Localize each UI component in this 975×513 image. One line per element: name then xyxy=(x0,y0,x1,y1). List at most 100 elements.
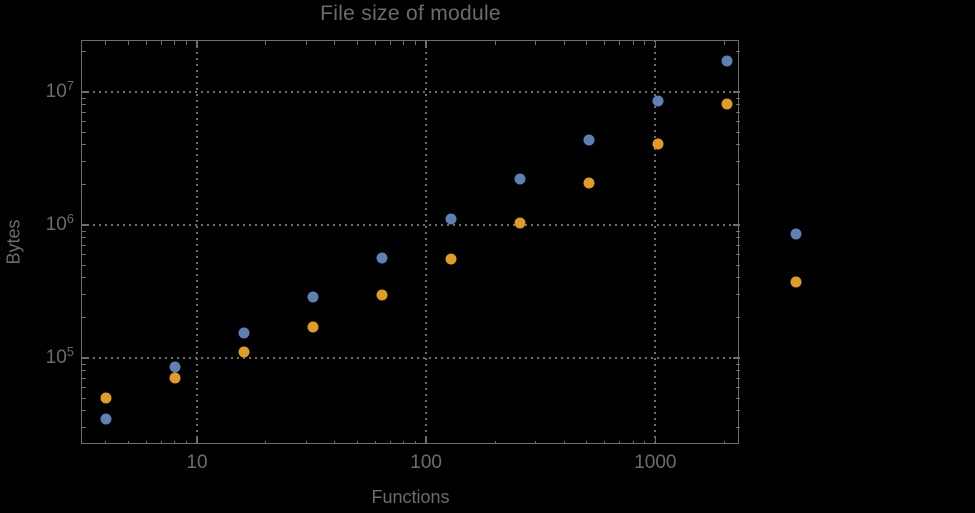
x-tick-label: 1000 xyxy=(634,452,677,473)
axis-tick xyxy=(535,440,536,444)
axis-tick xyxy=(127,440,129,444)
axis-tick xyxy=(585,41,587,45)
axis-tick xyxy=(161,41,162,45)
axis-tick xyxy=(723,440,725,444)
data-point-blue xyxy=(169,361,181,373)
axis-tick xyxy=(82,254,86,255)
y-tick-label: 106 xyxy=(45,210,74,236)
axis-tick xyxy=(145,440,147,444)
axis-tick xyxy=(603,41,605,45)
data-point-blue xyxy=(583,134,595,146)
plot-frame xyxy=(81,40,739,444)
axis-tick xyxy=(82,144,86,146)
axis-tick xyxy=(425,41,427,48)
axis-tick xyxy=(654,41,657,48)
axis-tick xyxy=(644,41,646,45)
data-point-orange xyxy=(445,253,457,265)
data-point-orange xyxy=(238,346,250,358)
axis-tick xyxy=(736,104,740,106)
x-tick-label: 100 xyxy=(410,452,442,473)
axis-tick xyxy=(265,440,267,444)
gridline-horizontal xyxy=(81,91,740,93)
axis-tick xyxy=(736,161,740,163)
axis-tick xyxy=(585,440,587,444)
data-point-orange xyxy=(100,392,112,404)
x-axis-label: Functions xyxy=(371,487,450,507)
axis-tick xyxy=(356,440,358,444)
axis-tick xyxy=(736,363,740,365)
data-point-blue xyxy=(652,95,664,107)
axis-tick xyxy=(736,230,740,232)
axis-tick xyxy=(632,41,634,45)
axis-tick xyxy=(403,41,405,45)
data-point-orange xyxy=(721,98,733,110)
y-tick-label: 107 xyxy=(45,77,74,103)
axis-tick xyxy=(736,245,740,247)
axis-tick xyxy=(105,440,107,444)
axis-tick xyxy=(736,410,740,412)
axis-tick xyxy=(619,41,621,45)
data-point-blue xyxy=(445,213,457,225)
chart-title: File size of module xyxy=(320,2,501,25)
axis-tick xyxy=(82,294,86,296)
axis-tick xyxy=(186,440,187,444)
axis-tick xyxy=(334,41,336,45)
axis-tick xyxy=(723,41,725,45)
axis-tick xyxy=(736,294,740,296)
axis-tick xyxy=(374,440,376,444)
axis-tick xyxy=(174,440,176,444)
axis-tick xyxy=(196,41,198,48)
axis-tick xyxy=(736,131,740,133)
data-point-orange xyxy=(376,289,388,301)
axis-tick xyxy=(736,427,740,429)
axis-tick xyxy=(736,144,740,146)
axis-tick xyxy=(736,370,740,372)
axis-tick xyxy=(82,387,86,388)
axis-tick xyxy=(196,437,198,444)
data-point-blue xyxy=(307,291,319,302)
axis-tick xyxy=(736,237,740,239)
gridline-vertical xyxy=(654,40,657,444)
axis-tick xyxy=(736,397,740,399)
axis-tick xyxy=(733,91,740,93)
x-tick-label: 10 xyxy=(186,452,208,473)
axis-tick xyxy=(415,440,417,444)
gridline-horizontal xyxy=(81,224,740,226)
axis-tick xyxy=(82,121,86,122)
axis-tick xyxy=(654,437,657,444)
data-point-blue xyxy=(514,173,526,185)
gridline-vertical xyxy=(425,40,428,444)
axis-tick xyxy=(82,97,86,99)
axis-tick xyxy=(632,440,634,444)
axis-tick xyxy=(82,264,86,266)
axis-tick xyxy=(82,245,86,247)
axis-tick xyxy=(733,357,740,359)
axis-tick xyxy=(82,357,89,359)
axis-tick xyxy=(736,264,740,266)
axis-tick xyxy=(736,97,740,99)
axis-tick xyxy=(563,41,565,45)
axis-tick xyxy=(82,112,86,114)
axis-tick xyxy=(736,254,740,255)
axis-tick xyxy=(82,277,86,279)
axis-tick xyxy=(82,161,86,163)
axis-tick xyxy=(82,370,86,372)
axis-tick xyxy=(736,112,740,114)
data-point-orange xyxy=(169,372,181,384)
axis-tick xyxy=(82,378,86,380)
axis-tick xyxy=(305,440,307,444)
axis-tick xyxy=(186,41,187,45)
axis-tick xyxy=(265,41,267,45)
data-point-blue xyxy=(721,55,733,67)
axis-tick xyxy=(82,237,86,239)
axis-tick xyxy=(644,440,646,444)
gridline-horizontal xyxy=(81,357,740,359)
data-point-orange xyxy=(583,177,595,189)
axis-tick xyxy=(82,397,86,399)
axis-tick xyxy=(736,121,740,122)
axis-tick xyxy=(82,363,86,365)
axis-tick xyxy=(82,131,86,133)
axis-tick xyxy=(105,41,107,45)
data-point-blue xyxy=(238,327,250,339)
data-point-orange xyxy=(514,217,526,229)
